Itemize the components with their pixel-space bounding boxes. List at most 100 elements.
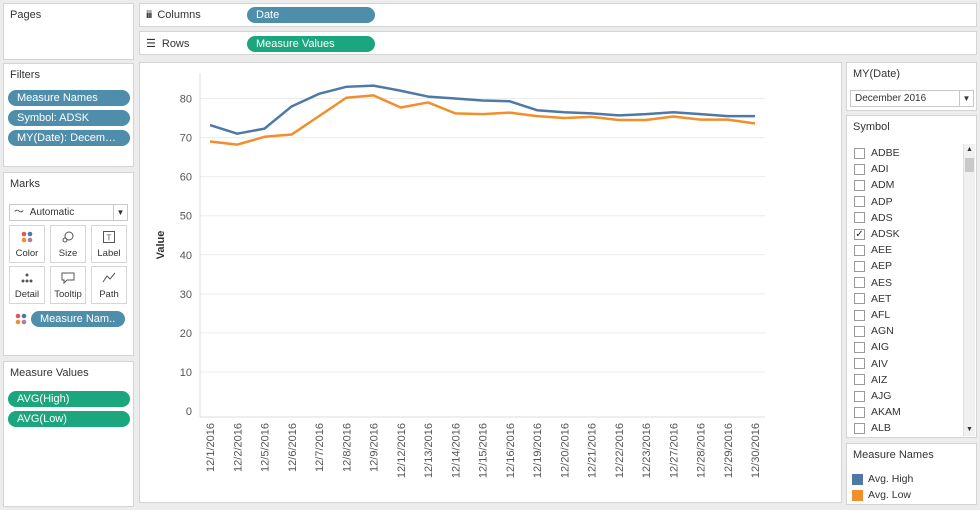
symbol-checkbox[interactable] (854, 422, 865, 434)
x-tick-label: 12/6/2016 (287, 423, 299, 472)
scroll-up-icon[interactable]: ▲ (966, 146, 973, 153)
symbol-item-agn[interactable]: AGN (854, 324, 894, 338)
my-date-dropdown[interactable]: December 2016 ▼ (850, 90, 974, 107)
x-tick-label: 12/21/2016 (587, 423, 599, 478)
filter-measure-names[interactable]: Measure Names (8, 90, 130, 106)
path-label: Path (99, 289, 119, 300)
symbol-item-ads[interactable]: ADS (854, 211, 893, 225)
x-tick-label: 12/19/2016 (532, 423, 544, 478)
symbol-label: AEE (871, 244, 893, 257)
symbol-item-adm[interactable]: ADM (854, 178, 894, 192)
symbol-item-aet[interactable]: AET (854, 292, 891, 306)
symbol-checkbox[interactable] (854, 179, 865, 191)
scroll-down-icon[interactable]: ▼ (966, 426, 973, 433)
x-tick-label: 12/28/2016 (696, 423, 708, 478)
line-mark-icon: 〜 (14, 207, 24, 218)
x-tick-label: 12/9/2016 (369, 423, 381, 472)
legend-item-avg-high[interactable]: Avg. High (852, 473, 913, 485)
chart-pane: 0 10 20 30 40 50 60 70 80 Value 12/1/2016 12/2/2016… (139, 62, 842, 503)
x-tick-label: 12/16/2016 (505, 423, 517, 478)
label-button[interactable]: T Label (91, 225, 127, 263)
symbol-item-adp[interactable]: ADP (854, 195, 893, 209)
legend-label-high: Avg. High (868, 473, 914, 485)
symbol-label: AIZ (871, 373, 888, 386)
symbol-item-afl[interactable]: AFL (854, 308, 890, 322)
symbol-item-adi[interactable]: ADI (854, 162, 889, 176)
symbol-checkbox[interactable] (854, 358, 865, 370)
path-icon (92, 272, 126, 287)
filter-my-date[interactable]: MY(Date): Decembe.. (8, 130, 130, 146)
y-tick-label: 20 (180, 328, 192, 340)
filters-title: Filters (10, 69, 40, 81)
measure-avg-high-pill[interactable]: AVG(High) (8, 391, 130, 407)
detail-button[interactable]: Detail (9, 266, 45, 304)
x-tick-label: 12/8/2016 (341, 423, 353, 472)
size-button[interactable]: Size (50, 225, 86, 263)
columns-shelf[interactable]: iii Columns Date (139, 3, 977, 27)
symbol-item-akam[interactable]: AKAM (854, 405, 901, 419)
symbol-label: AIV (871, 357, 888, 370)
symbol-checkbox[interactable] (854, 147, 865, 159)
symbol-item-ajg[interactable]: AJG (854, 389, 891, 403)
scrollbar-thumb[interactable] (965, 158, 974, 172)
symbol-item-aes[interactable]: AES (854, 276, 892, 290)
symbol-checkbox[interactable] (854, 374, 865, 386)
my-date-title: MY(Date) (853, 68, 901, 80)
symbol-label: AGN (871, 325, 894, 338)
symbol-checkbox[interactable] (854, 212, 865, 224)
symbol-label: ADP (871, 195, 893, 208)
columns-date-pill[interactable]: Date (247, 7, 375, 23)
x-tick-label: 12/2/2016 (232, 423, 244, 472)
symbol-checkbox[interactable] (854, 163, 865, 175)
symbol-checkbox[interactable] (854, 196, 865, 208)
color-encoding-icon (14, 313, 28, 328)
rows-shelf[interactable]: ☰ Rows Measure Values (139, 31, 977, 55)
legend-swatch-low (852, 489, 863, 501)
symbol-checkbox[interactable] (854, 309, 865, 321)
symbol-checkbox[interactable] (854, 277, 865, 289)
symbol-item-aee[interactable]: AEE (854, 243, 892, 257)
rows-measure-values-pill[interactable]: Measure Values (247, 36, 375, 52)
legend-card: Measure Names Avg. High Avg. Low (846, 443, 977, 505)
x-tick-label: 12/23/2016 (641, 423, 653, 478)
symbol-item-aiv[interactable]: AIV (854, 357, 888, 371)
symbol-item-alb[interactable]: ALB (854, 421, 891, 435)
x-tick-label: 12/30/2016 (750, 423, 762, 478)
x-tick-label: 12/1/2016 (205, 423, 217, 472)
symbol-scrollbar[interactable]: ▲ ▼ (963, 144, 975, 436)
y-tick-label: 0 (186, 406, 192, 418)
symbol-label: AES (871, 276, 893, 289)
symbol-checkbox[interactable] (854, 341, 865, 353)
symbol-checkbox[interactable] (854, 293, 865, 305)
x-tick-label: 12/27/2016 (668, 423, 680, 478)
symbol-checkbox[interactable] (854, 260, 865, 272)
tooltip-label: Tooltip (54, 289, 82, 300)
measure-avg-low-pill[interactable]: AVG(Low) (8, 411, 130, 427)
filter-symbol[interactable]: Symbol: ADSK (8, 110, 130, 126)
color-label: Color (15, 248, 39, 259)
color-measure-names-pill[interactable]: Measure Nam.. (31, 311, 125, 327)
symbol-label: AJG (871, 390, 892, 402)
symbol-item-aep[interactable]: AEP (854, 259, 892, 273)
symbol-checkbox[interactable]: ✓ (854, 228, 865, 240)
symbol-item-adbe[interactable]: ADBE (854, 146, 900, 160)
symbol-checkbox[interactable] (854, 325, 865, 337)
symbol-label: ADS (871, 211, 893, 224)
line-chart: 0 10 20 30 40 50 60 70 80 Value 12/1/2016 12/2/2016… (155, 73, 765, 478)
mark-type-value: Automatic (29, 207, 75, 218)
mark-type-dropdown[interactable]: 〜 Automatic ▼ (9, 204, 128, 221)
detail-icon (10, 272, 44, 287)
color-button[interactable]: Color (9, 225, 45, 263)
legend-title: Measure Names (853, 449, 934, 461)
symbol-item-aig[interactable]: AIG (854, 340, 889, 354)
tooltip-button[interactable]: Tooltip (50, 266, 86, 304)
symbol-item-adsk[interactable]: ✓ ADSK (854, 227, 900, 241)
path-button[interactable]: Path (91, 266, 127, 304)
symbol-checkbox[interactable] (854, 244, 865, 256)
symbol-item-aiz[interactable]: AIZ (854, 373, 887, 387)
symbol-checkbox[interactable] (854, 406, 865, 418)
series-line-avg-high (209, 84, 755, 135)
symbol-checkbox[interactable] (854, 390, 865, 402)
x-tick-label: 12/22/2016 (614, 423, 626, 478)
legend-item-avg-low[interactable]: Avg. Low (852, 489, 911, 501)
